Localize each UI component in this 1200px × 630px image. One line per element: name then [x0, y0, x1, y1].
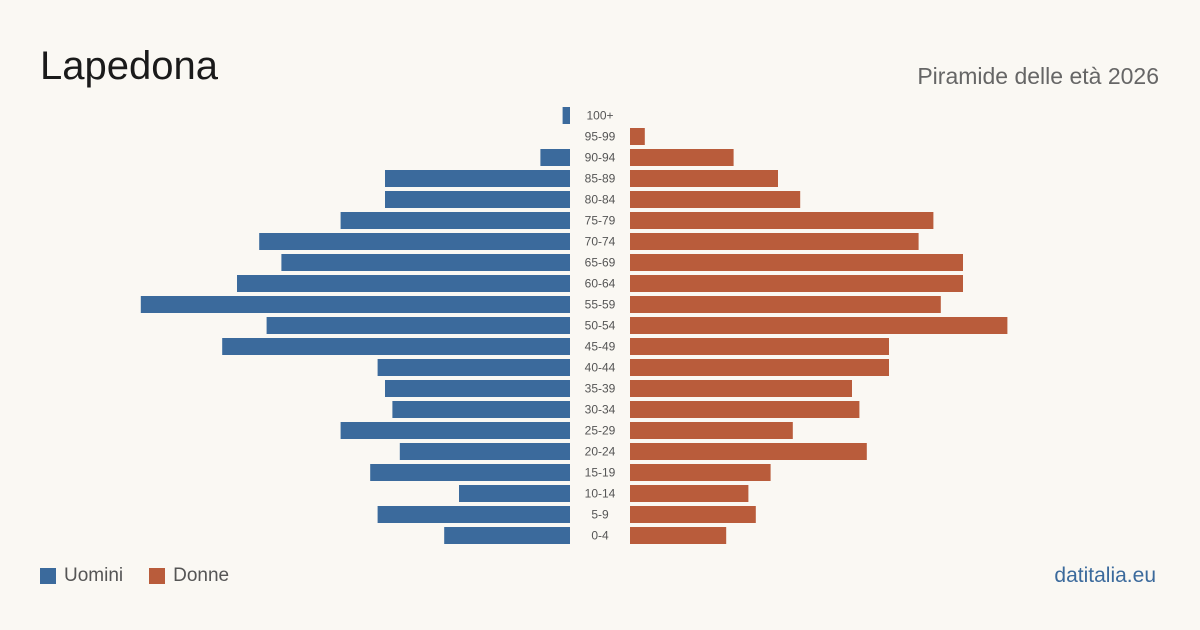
age-label-10-14: 10-14 — [585, 487, 616, 501]
bar-men-5-9 — [377, 506, 570, 523]
bar-men-75-79 — [340, 212, 570, 229]
age-label-75-79: 75-79 — [585, 214, 616, 228]
bar-women-55-59 — [630, 296, 941, 313]
bar-women-10-14 — [630, 485, 749, 502]
bar-men-65-69 — [281, 254, 570, 271]
age-label-100+: 100+ — [586, 109, 613, 123]
age-label-85-89: 85-89 — [585, 172, 616, 186]
bar-men-30-34 — [392, 401, 570, 418]
bar-men-0-4 — [444, 527, 570, 544]
bar-men-60-64 — [237, 275, 570, 292]
age-labels: 100+ 95-99 90-94 85-89 80-84 75-79 70-74 65-69 6… — [585, 109, 616, 543]
bar-men-45-49 — [222, 338, 570, 355]
age-label-45-49: 45-49 — [585, 340, 616, 354]
bar-men-85-89 — [385, 170, 570, 187]
bar-women-60-64 — [630, 275, 963, 292]
age-label-70-74: 70-74 — [585, 235, 616, 249]
bar-men-20-24 — [399, 443, 570, 460]
legend-swatch-women — [149, 568, 166, 584]
legend-label-men: Uomini — [64, 565, 124, 586]
brand-link[interactable]: datitalia.eu — [1054, 564, 1156, 587]
bar-women-95-99 — [630, 128, 645, 145]
age-label-40-44: 40-44 — [585, 361, 616, 375]
bar-women-70-74 — [630, 233, 919, 250]
bar-men-80-84 — [385, 191, 570, 208]
age-label-95-99: 95-99 — [585, 130, 616, 144]
legend-label-women: Donne — [173, 565, 230, 586]
age-label-20-24: 20-24 — [585, 445, 616, 459]
legend: Uomini Donne — [40, 565, 255, 587]
bar-men-15-19 — [370, 464, 570, 481]
age-label-25-29: 25-29 — [585, 424, 616, 438]
age-label-90-94: 90-94 — [585, 151, 616, 165]
age-label-15-19: 15-19 — [585, 466, 616, 480]
legend-item-women: Donne — [149, 565, 229, 587]
age-label-55-59: 55-59 — [585, 298, 616, 312]
bar-women-50-54 — [630, 317, 1008, 334]
age-label-30-34: 30-34 — [585, 403, 616, 417]
bar-men-35-39 — [385, 380, 570, 397]
age-label-80-84: 80-84 — [585, 193, 616, 207]
age-label-65-69: 65-69 — [585, 256, 616, 270]
age-label-60-64: 60-64 — [585, 277, 616, 291]
bar-men-55-59 — [140, 296, 571, 313]
men-bars — [140, 107, 571, 544]
bar-women-75-79 — [630, 212, 934, 229]
legend-item-men: Uomini — [40, 565, 123, 587]
bar-men-100+ — [562, 107, 570, 124]
bar-women-5-9 — [630, 506, 756, 523]
bar-women-0-4 — [630, 527, 727, 544]
age-label-50-54: 50-54 — [585, 319, 616, 333]
bar-women-40-44 — [630, 359, 889, 376]
bar-men-40-44 — [377, 359, 570, 376]
bar-women-45-49 — [630, 338, 889, 355]
bar-men-25-29 — [340, 422, 570, 439]
bar-women-80-84 — [630, 191, 801, 208]
bar-women-65-69 — [630, 254, 963, 271]
bar-women-15-19 — [630, 464, 771, 481]
age-label-35-39: 35-39 — [585, 382, 616, 396]
bar-women-30-34 — [630, 401, 860, 418]
age-label-5-9: 5-9 — [591, 508, 609, 522]
page-title: Lapedona — [40, 44, 218, 88]
chart-subtitle: Piramide delle età 2026 — [917, 63, 1159, 89]
bar-men-10-14 — [459, 485, 570, 502]
bar-women-25-29 — [630, 422, 793, 439]
bar-women-20-24 — [630, 443, 867, 460]
age-label-0-4: 0-4 — [591, 529, 609, 543]
bar-women-35-39 — [630, 380, 852, 397]
bar-women-85-89 — [630, 170, 778, 187]
bar-men-90-94 — [540, 149, 570, 166]
bar-men-50-54 — [266, 317, 570, 334]
women-bars — [630, 128, 1008, 544]
bar-men-70-74 — [259, 233, 570, 250]
legend-swatch-men — [40, 568, 56, 584]
bar-women-90-94 — [630, 149, 734, 166]
